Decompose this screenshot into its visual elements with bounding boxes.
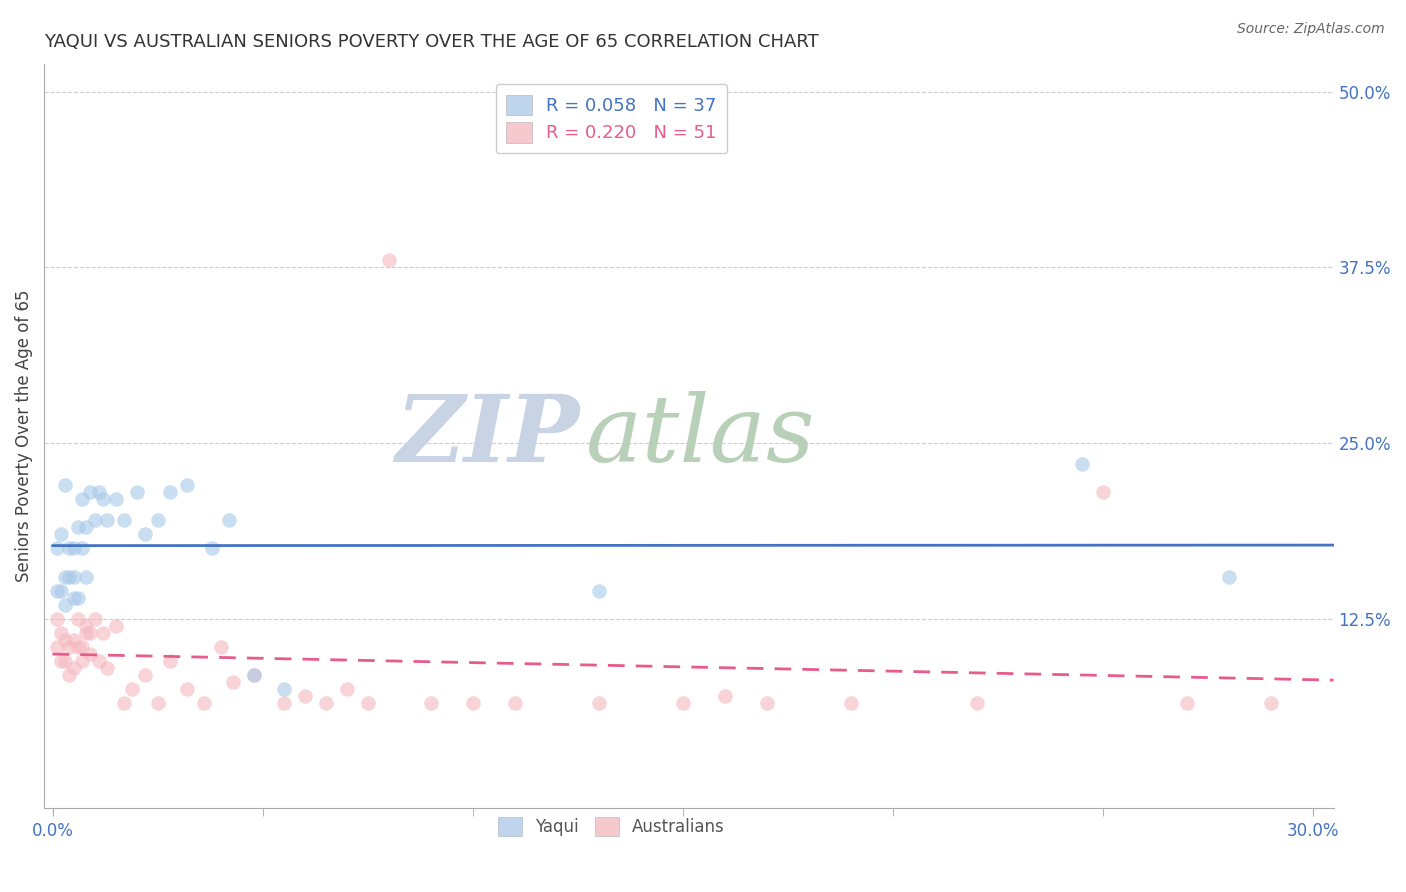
Point (134, 527, 156, 541)
Point (75, 569, 97, 583)
Legend: Yaqui, Australians: Yaqui, Australians (489, 809, 733, 845)
Point (193, 696, 215, 710)
Point (218, 513, 240, 527)
Point (91, 492, 114, 507)
Point (104, 618, 127, 632)
Point (377, 253, 399, 268)
Point (70, 654, 93, 668)
Point (58, 569, 80, 583)
Point (104, 492, 127, 507)
Point (461, 696, 484, 710)
Point (53, 654, 76, 668)
Point (201, 541, 224, 556)
Point (62, 541, 84, 556)
Point (70, 640, 93, 654)
Point (503, 696, 526, 710)
Point (121, 681, 143, 696)
Point (671, 696, 693, 710)
Point (713, 689, 735, 703)
Point (1175, 696, 1198, 710)
Point (243, 668, 266, 682)
Point (755, 696, 778, 710)
Point (70, 492, 93, 507)
Point (53, 569, 76, 583)
Point (146, 513, 169, 527)
Point (49, 625, 72, 640)
Point (588, 583, 610, 598)
Point (49, 654, 72, 668)
Point (273, 696, 295, 710)
Point (209, 640, 232, 654)
Point (75, 625, 97, 640)
Point (315, 696, 337, 710)
Point (1218, 569, 1240, 583)
Point (1091, 485, 1114, 500)
Point (79, 625, 101, 640)
Point (45, 541, 67, 556)
Point (91, 625, 114, 640)
Point (966, 696, 988, 710)
Point (125, 485, 148, 500)
Point (839, 696, 862, 710)
Point (45, 640, 67, 654)
Point (159, 485, 181, 500)
Point (1070, 457, 1092, 471)
Point (45, 583, 67, 598)
Point (588, 696, 610, 710)
Point (49, 583, 72, 598)
Point (176, 478, 198, 492)
Point (53, 632, 76, 647)
Y-axis label: Seniors Poverty Over the Age of 65: Seniors Poverty Over the Age of 65 (15, 290, 32, 582)
Point (96, 513, 118, 527)
Point (53, 478, 76, 492)
Point (62, 591, 84, 605)
Point (87, 654, 110, 668)
Point (70, 541, 93, 556)
Point (58, 541, 80, 556)
Point (1260, 696, 1282, 710)
Point (159, 654, 181, 668)
Point (273, 681, 295, 696)
Point (62, 569, 84, 583)
Point (243, 668, 266, 682)
Point (356, 696, 378, 710)
Point (66, 612, 89, 626)
Text: atlas: atlas (586, 391, 815, 481)
Point (96, 661, 118, 675)
Point (294, 689, 316, 703)
Point (83, 612, 105, 626)
Point (49, 527, 72, 541)
Text: Source: ZipAtlas.com: Source: ZipAtlas.com (1237, 22, 1385, 37)
Point (176, 681, 198, 696)
Point (66, 640, 89, 654)
Point (146, 696, 169, 710)
Point (58, 640, 80, 654)
Point (112, 696, 135, 710)
Text: ZIP: ZIP (395, 391, 579, 481)
Point (53, 598, 76, 612)
Point (66, 520, 89, 534)
Point (335, 681, 357, 696)
Point (87, 485, 110, 500)
Point (75, 520, 97, 534)
Point (79, 485, 101, 500)
Point (75, 618, 97, 632)
Point (79, 647, 101, 661)
Point (112, 513, 135, 527)
Text: YAQUI VS AUSTRALIAN SENIORS POVERTY OVER THE AGE OF 65 CORRELATION CHART: YAQUI VS AUSTRALIAN SENIORS POVERTY OVER… (44, 33, 818, 51)
Point (83, 513, 105, 527)
Point (66, 591, 89, 605)
Point (222, 675, 245, 690)
Point (45, 612, 67, 626)
Point (62, 632, 84, 647)
Point (134, 668, 156, 682)
Point (419, 696, 441, 710)
Point (58, 668, 80, 682)
Point (62, 661, 84, 675)
